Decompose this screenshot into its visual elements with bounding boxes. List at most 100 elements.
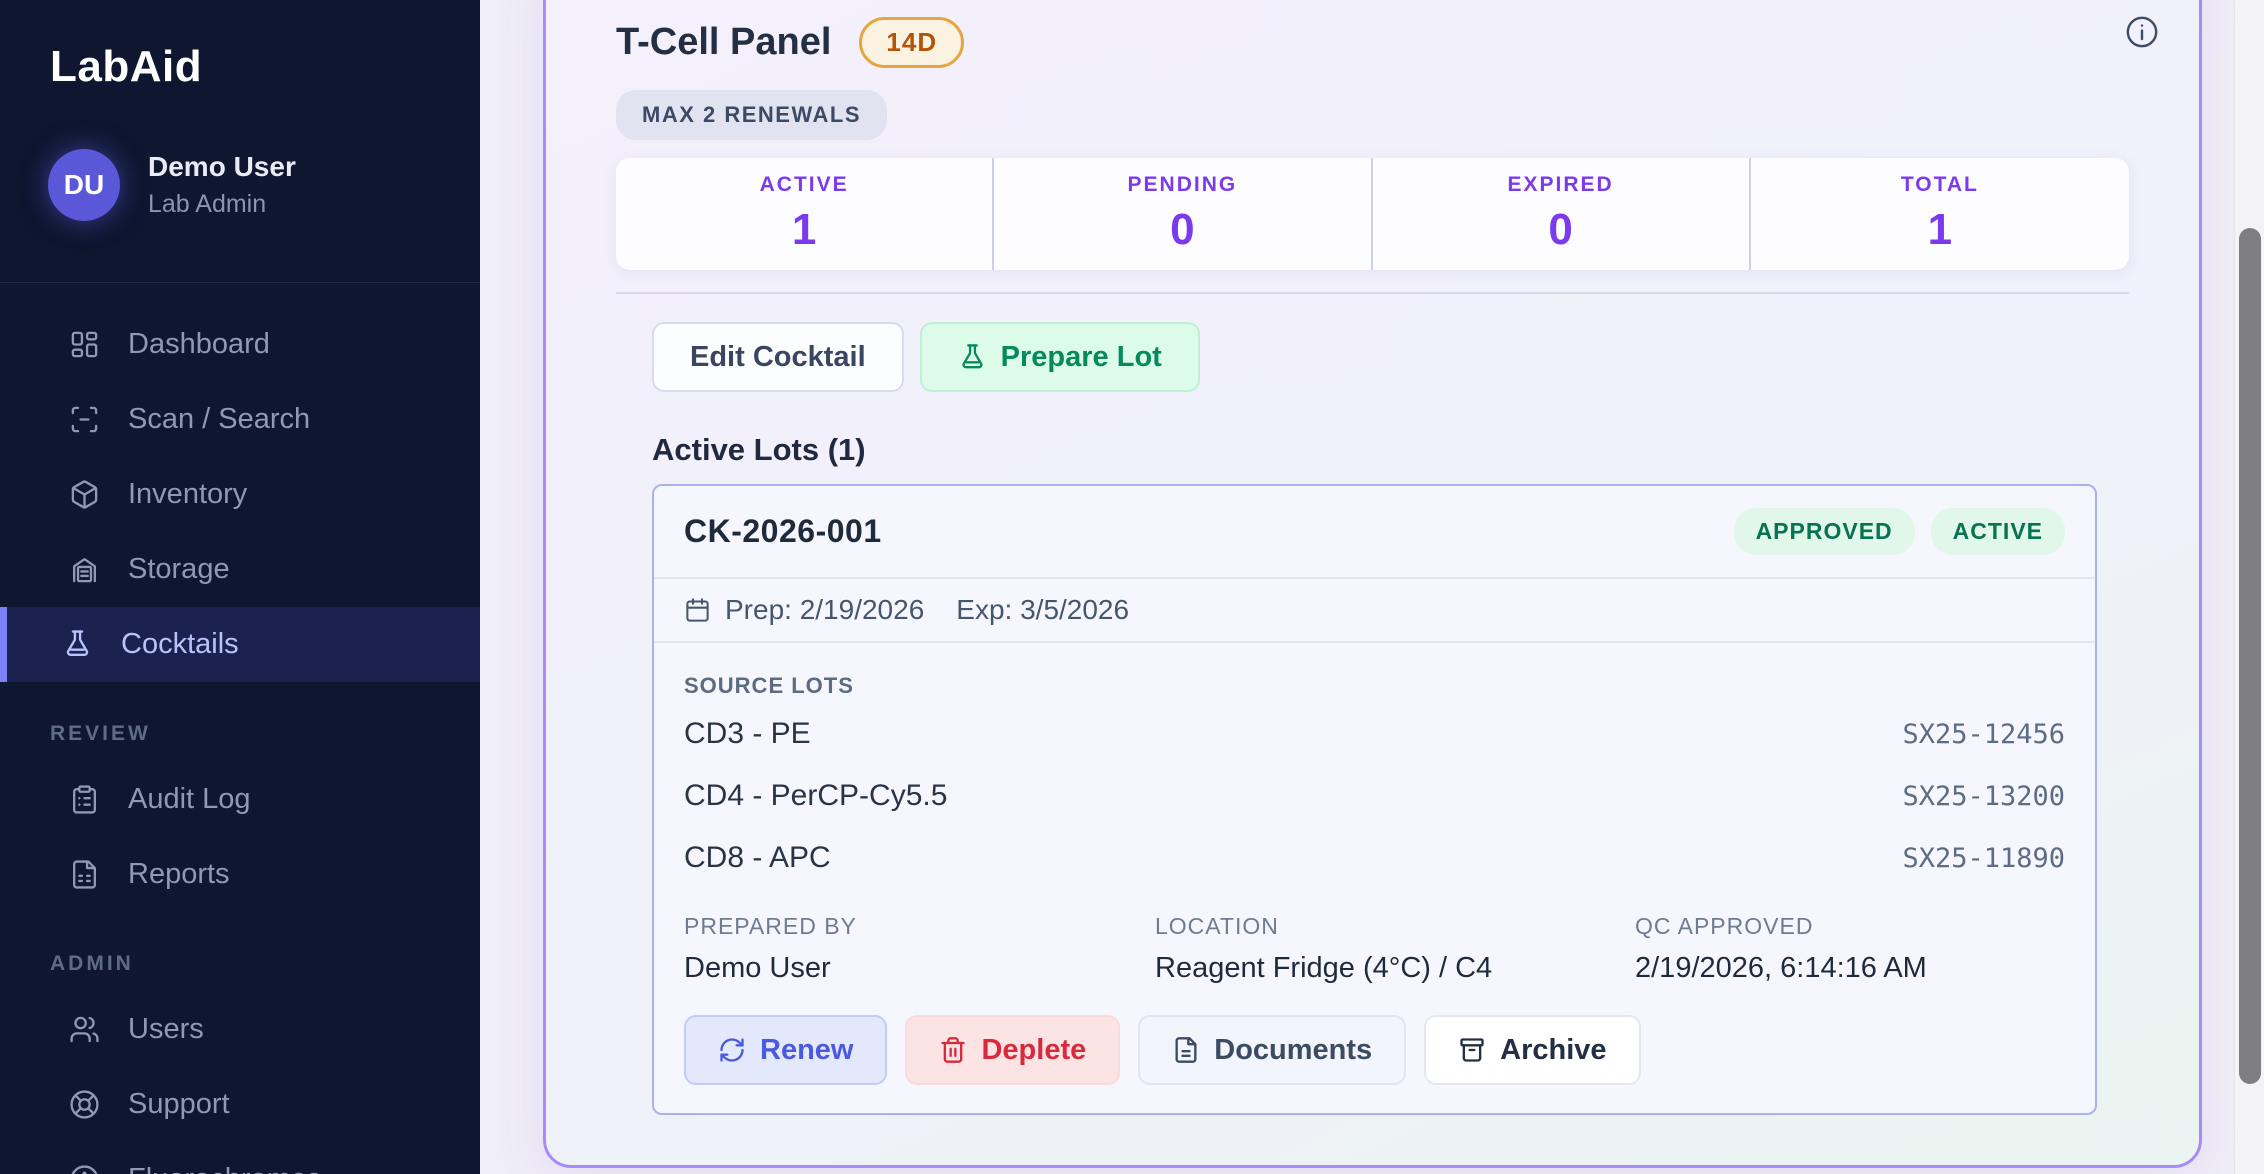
renew-label: Renew bbox=[760, 1033, 854, 1066]
source-lot-code: SX25-13200 bbox=[1902, 780, 2065, 812]
source-lot-code: SX25-11890 bbox=[1902, 842, 2065, 874]
sidebar-item-support[interactable]: Support bbox=[0, 1067, 480, 1142]
flask-icon bbox=[66, 630, 89, 656]
sidebar-section-admin: ADMIN bbox=[50, 952, 134, 975]
storage-cabinet-icon bbox=[73, 558, 96, 583]
sidebar-item-reports[interactable]: Reports bbox=[0, 837, 480, 912]
user-block: DU Demo User Lab Admin bbox=[0, 92, 480, 240]
stat-label: EXPIRED bbox=[1507, 173, 1614, 196]
max-renewals-badge: MAX 2 RENEWALS bbox=[616, 90, 888, 140]
scrollbar-track[interactable] bbox=[2234, 0, 2264, 1174]
sidebar-item-scan-search[interactable]: Scan / Search bbox=[0, 382, 480, 457]
sidebar-item-label: Cocktails bbox=[121, 628, 239, 660]
archive-icon bbox=[1460, 1038, 1484, 1062]
stats-divider bbox=[616, 292, 2129, 294]
avatar: DU bbox=[48, 149, 120, 221]
sidebar-item-label: Support bbox=[128, 1088, 230, 1120]
lot-header: CK-2026-001 APPROVED ACTIVE bbox=[654, 486, 2095, 577]
prepare-lot-label: Prepare Lot bbox=[1000, 340, 1162, 373]
meta-label: PREPARED BY bbox=[684, 913, 857, 939]
sidebar-item-label: Audit Log bbox=[128, 783, 251, 815]
sidebar-nav-admin: Users Support Fluorochromes bbox=[0, 992, 480, 1174]
meta-value: Demo User bbox=[684, 952, 831, 984]
source-lot-row: CD3 - PE SX25-12456 bbox=[684, 703, 2065, 765]
approved-badge: APPROVED bbox=[1733, 508, 1915, 555]
archive-button[interactable]: Archive bbox=[1424, 1015, 1641, 1085]
deplete-label: Deplete bbox=[981, 1033, 1087, 1066]
meta-location: LOCATION Reagent Fridge (4°C) / C4 bbox=[1155, 913, 1635, 985]
sidebar-item-label: Reports bbox=[128, 858, 230, 890]
document-icon bbox=[1175, 1037, 1197, 1063]
scrollbar-thumb[interactable] bbox=[2239, 228, 2261, 1084]
source-lot-row: CD8 - APC SX25-11890 bbox=[684, 827, 2065, 889]
stability-badge: 14D bbox=[859, 17, 965, 68]
sidebar-item-storage[interactable]: Storage bbox=[0, 532, 480, 607]
trash-icon bbox=[941, 1037, 966, 1063]
sidebar-item-label: Dashboard bbox=[128, 328, 270, 360]
sidebar-section-review: REVIEW bbox=[50, 722, 151, 745]
sidebar-item-label: Storage bbox=[128, 553, 230, 585]
exp-date: Exp: 3/5/2026 bbox=[956, 594, 1130, 625]
source-lot-row: CD4 - PerCP-Cy5.5 SX25-13200 bbox=[684, 765, 2065, 827]
stat-value: 1 bbox=[1927, 205, 1953, 254]
stat-value: 1 bbox=[791, 205, 817, 254]
lot-body: SOURCE LOTS CD3 - PE SX25-12456 CD4 - Pe… bbox=[654, 643, 2095, 889]
sidebar-nav: Dashboard Scan / Search Inventory Storag… bbox=[0, 283, 480, 682]
scan-icon bbox=[71, 406, 98, 433]
flask-icon bbox=[962, 343, 983, 368]
file-report-icon bbox=[73, 860, 96, 889]
documents-button[interactable]: Documents bbox=[1138, 1015, 1407, 1085]
lot-dates-row: Prep: 2/19/2026 Exp: 3/5/2026 bbox=[654, 579, 2095, 641]
documents-label: Documents bbox=[1214, 1033, 1373, 1066]
meta-label: QC APPROVED bbox=[1635, 913, 1814, 939]
inventory-box-icon bbox=[71, 480, 98, 509]
user-role: Lab Admin bbox=[148, 190, 267, 218]
edit-cocktail-button[interactable]: Edit Cocktail bbox=[652, 322, 904, 392]
life-buoy-icon bbox=[70, 1090, 99, 1119]
sidebar-item-dashboard[interactable]: Dashboard bbox=[0, 307, 480, 382]
cocktail-actions-row: Edit Cocktail Prepare Lot bbox=[652, 322, 2097, 392]
info-icon bbox=[2126, 16, 2158, 48]
calendar-icon bbox=[686, 597, 709, 622]
stat-pending: PENDING 0 bbox=[994, 158, 1373, 270]
sidebar-item-audit-log[interactable]: Audit Log bbox=[0, 762, 480, 837]
lot-actions-row: Renew Deplete Documents Archive bbox=[654, 985, 2095, 1113]
source-lot-name: CD4 - PerCP-Cy5.5 bbox=[684, 779, 948, 812]
source-lots-heading: SOURCE LOTS bbox=[684, 673, 854, 698]
stat-label: ACTIVE bbox=[759, 173, 849, 196]
sidebar-item-fluorochromes[interactable]: Fluorochromes bbox=[0, 1142, 480, 1174]
page-title: T-Cell Panel bbox=[616, 21, 832, 63]
lot-id: CK-2026-001 bbox=[684, 513, 882, 549]
prep-date: Prep: 2/19/2026 bbox=[725, 594, 925, 625]
user-name: Demo User bbox=[148, 151, 296, 182]
meta-label: LOCATION bbox=[1155, 913, 1279, 939]
meta-value: 2/19/2026, 6:14:16 AM bbox=[1635, 952, 1927, 984]
sidebar-item-label: Users bbox=[128, 1013, 204, 1045]
stat-label: TOTAL bbox=[1900, 173, 1979, 196]
meta-qc-approved: QC APPROVED 2/19/2026, 6:14:16 AM bbox=[1635, 913, 2065, 985]
deplete-button[interactable]: Deplete bbox=[905, 1015, 1121, 1085]
sidebar-item-label: Fluorochromes bbox=[128, 1163, 321, 1174]
source-lot-code: SX25-12456 bbox=[1902, 718, 2065, 750]
active-lots-heading: Active Lots (1) bbox=[652, 432, 866, 467]
sidebar-item-users[interactable]: Users bbox=[0, 992, 480, 1067]
sidebar-item-label: Inventory bbox=[128, 478, 248, 510]
source-lot-name: CD8 - APC bbox=[684, 841, 831, 874]
active-badge: ACTIVE bbox=[1930, 508, 2065, 555]
stat-total: TOTAL 1 bbox=[1751, 158, 2129, 270]
archive-label: Archive bbox=[1500, 1033, 1607, 1066]
meta-prepared-by: PREPARED BY Demo User bbox=[684, 913, 1155, 985]
meta-value: Reagent Fridge (4°C) / C4 bbox=[1155, 952, 1493, 984]
users-icon bbox=[70, 1016, 99, 1043]
lot-badges: APPROVED ACTIVE bbox=[1733, 508, 2065, 555]
renew-button[interactable]: Renew bbox=[684, 1015, 888, 1085]
lot-meta-row: PREPARED BY Demo User LOCATION Reagent F… bbox=[654, 889, 2095, 985]
source-lot-name: CD3 - PE bbox=[684, 717, 811, 750]
sidebar-item-cocktails[interactable]: Cocktails bbox=[0, 607, 480, 682]
prepare-lot-button[interactable]: Prepare Lot bbox=[919, 322, 1200, 392]
sidebar-item-inventory[interactable]: Inventory bbox=[0, 457, 480, 532]
panel-title-row: T-Cell Panel 14D bbox=[616, 17, 2129, 68]
info-button[interactable] bbox=[2125, 15, 2159, 49]
stats-strip: ACTIVE 1 PENDING 0 EXPIRED 0 TOTAL 1 bbox=[616, 158, 2129, 270]
dashboard-icon bbox=[71, 331, 98, 358]
